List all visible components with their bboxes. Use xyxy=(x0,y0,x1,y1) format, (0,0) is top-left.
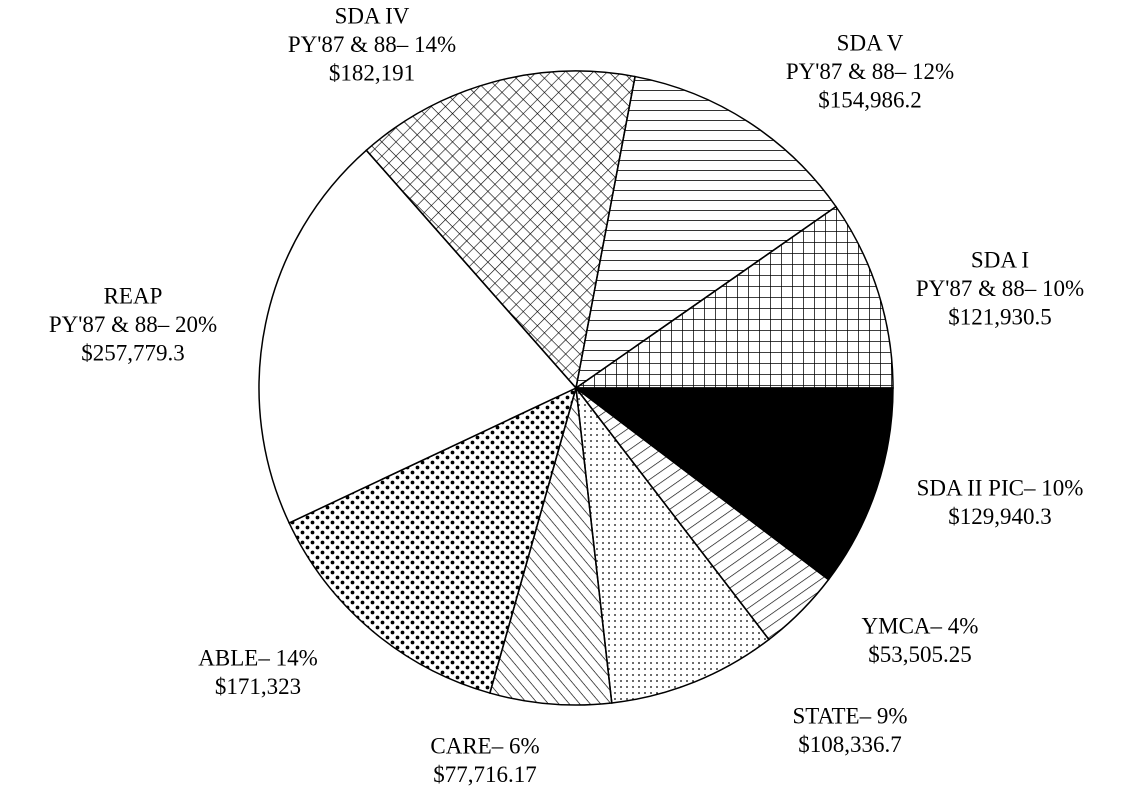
slice-label: REAP xyxy=(104,283,163,308)
value-label: $53,505.25 xyxy=(868,642,972,667)
pie-slice xyxy=(258,149,578,524)
slice-label: PY'87 & 88– 14% xyxy=(288,32,456,57)
value-label: $171,323 xyxy=(215,674,301,699)
slice-label: SDA V xyxy=(837,30,904,55)
slice-label: CARE– 6% xyxy=(430,733,539,758)
slice-label: SDA IV xyxy=(335,3,410,28)
value-label: $154,986.2 xyxy=(818,87,922,112)
value-label: $182,191 xyxy=(329,60,415,85)
value-label: $121,930.5 xyxy=(948,304,1052,329)
value-label: $108,336.7 xyxy=(798,732,902,757)
pie-slice xyxy=(288,386,578,695)
value-label: $77,716.17 xyxy=(433,762,537,787)
slice-label: YMCA– 4% xyxy=(862,613,979,638)
pie-slice xyxy=(573,387,894,581)
slice-label: PY'87 & 88– 12% xyxy=(786,59,954,84)
pie-slice xyxy=(365,70,636,390)
slice-label: SDA I xyxy=(971,247,1029,272)
value-label: $257,779.3 xyxy=(81,340,185,365)
slice-label: SDA II PIC– 10% xyxy=(917,475,1084,500)
slice-label: STATE– 9% xyxy=(792,703,907,728)
slice-label: PY'87 & 88– 20% xyxy=(49,312,217,337)
pie-slice xyxy=(573,205,894,389)
pie-slice xyxy=(488,387,613,706)
pie-slice xyxy=(574,385,770,704)
value-label: $129,940.3 xyxy=(948,504,1052,529)
slice-label: ABLE– 14% xyxy=(198,645,317,670)
slice-label: PY'87 & 88– 10% xyxy=(916,276,1084,301)
pie-slice xyxy=(574,75,838,390)
